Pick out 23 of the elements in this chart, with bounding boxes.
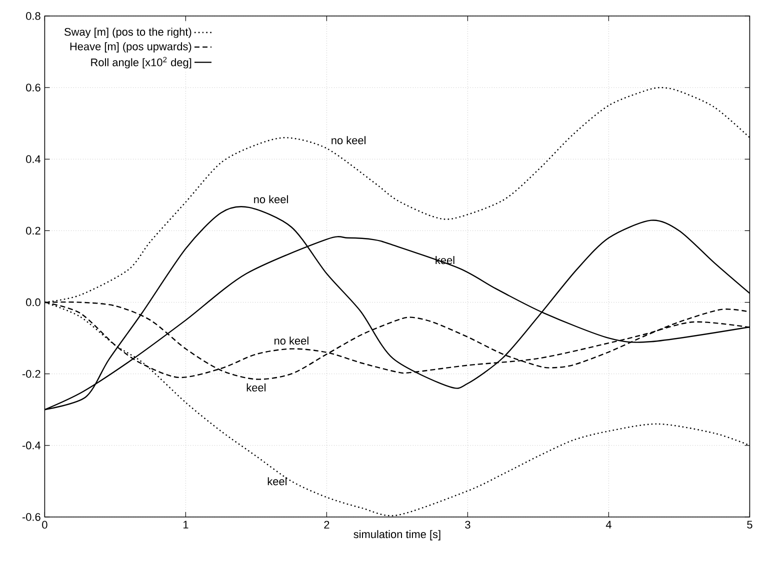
y-tick-label: 0.8 — [26, 12, 40, 20]
y-tick-label: 0.2 — [26, 226, 40, 235]
y-tick-label: 0.4 — [26, 155, 41, 164]
legend-label: Sway [m] (pos to the right) — [64, 28, 192, 38]
x-tick-label: 3 — [465, 520, 470, 529]
y-tick-label: 0.0 — [26, 298, 40, 306]
annotation: keel — [268, 477, 287, 486]
y-tick-label: -0.4 — [22, 442, 41, 450]
y-tick-label: -0.2 — [22, 370, 40, 378]
legend-label: Heave [m] (pos upwards) — [70, 42, 192, 52]
annotation: keel — [246, 383, 266, 392]
annotation: no keel — [254, 195, 288, 204]
x-tick-label: 4 — [606, 520, 612, 528]
annotation: no keel — [332, 136, 366, 144]
x-axis-title: simulation time [s] — [354, 530, 440, 540]
x-tick-label: 1 — [183, 520, 188, 528]
x-tick-label: 5 — [747, 520, 752, 528]
y-tick-label: -0.6 — [22, 513, 40, 521]
y-tick-label: 0.6 — [26, 84, 40, 92]
legend-label: Roll angle [x10$^{2}$ deg] — [91, 56, 192, 68]
annotation: no keel — [274, 336, 308, 345]
x-tick-label: 0 — [42, 520, 48, 529]
x-tick-label: 2 — [324, 520, 330, 529]
